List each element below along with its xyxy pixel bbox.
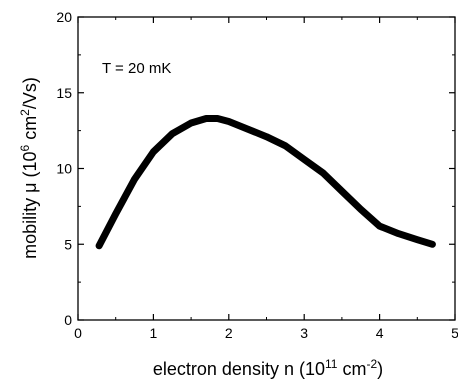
x-tick-label: 0 [74, 325, 82, 341]
data-point [225, 118, 232, 125]
y-tick-label: 0 [64, 312, 72, 328]
x-tick-label: 4 [376, 325, 384, 341]
data-point [338, 188, 345, 195]
data-point [112, 210, 119, 217]
data-point [320, 170, 327, 177]
data-point [301, 156, 308, 163]
y-tick-label: 10 [56, 161, 72, 177]
data-point [214, 115, 221, 122]
data-point [188, 120, 195, 127]
x-tick-label: 5 [451, 325, 458, 341]
data-point [203, 115, 210, 122]
data-point [169, 130, 176, 137]
y-axis-title: mobility μ (106 cm2/Vs) [18, 77, 40, 259]
data-point [395, 230, 402, 237]
data-point [414, 236, 421, 243]
data-point [376, 223, 383, 230]
mobility-curve [95, 115, 436, 250]
data-point [282, 142, 289, 149]
y-tick-label: 5 [64, 236, 72, 252]
temperature-annotation: T = 20 mK [102, 60, 171, 77]
y-tick-label: 15 [56, 85, 72, 101]
data-point [429, 241, 436, 248]
data-point [357, 206, 364, 213]
data-point [150, 148, 157, 155]
x-tick-label: 3 [300, 325, 308, 341]
x-tick-label: 2 [225, 325, 233, 341]
data-point [131, 176, 138, 183]
x-tick-label: 1 [150, 325, 158, 341]
data-point [263, 133, 270, 140]
data-point [244, 126, 251, 133]
x-axis-title: electron density n (1011 cm-2) [153, 357, 383, 379]
y-tick-label: 20 [56, 9, 72, 25]
data-point [96, 242, 103, 249]
